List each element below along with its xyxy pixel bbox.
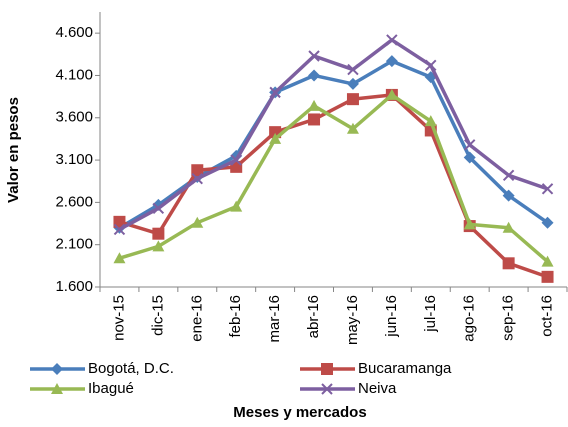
- marker: [385, 55, 398, 68]
- marker: [191, 216, 204, 228]
- marker: [346, 93, 359, 106]
- x-tick-label: may-16: [344, 295, 361, 345]
- y-tick-label: 2.100: [55, 236, 93, 253]
- marker: [230, 154, 242, 166]
- marker: [463, 151, 476, 164]
- marker: [425, 59, 437, 72]
- marker: [308, 99, 321, 111]
- marker: [502, 169, 515, 182]
- marker: [385, 88, 398, 100]
- x-tick-label: oct-16: [539, 295, 556, 337]
- marker: [269, 126, 282, 139]
- y-tick-label: 3.600: [55, 109, 93, 126]
- marker: [321, 363, 333, 375]
- marker: [464, 139, 476, 151]
- marker: [308, 50, 320, 62]
- marker: [113, 252, 126, 264]
- marker: [502, 189, 515, 202]
- x-tick-label: nov-15: [110, 295, 127, 341]
- marker: [541, 270, 554, 283]
- series-line: [118, 93, 549, 263]
- y-tick-label: 4.100: [55, 66, 93, 83]
- legend-label: Ibagué: [88, 380, 134, 397]
- marker: [541, 183, 554, 195]
- marker: [113, 215, 126, 228]
- marker: [308, 113, 321, 126]
- marker: [463, 218, 476, 230]
- y-tick-label: 2.600: [55, 193, 93, 210]
- marker: [386, 34, 398, 46]
- marker: [502, 221, 515, 233]
- y-tick-label: 1.600: [55, 278, 93, 295]
- x-axis-title: Meses y mercados: [233, 404, 366, 421]
- x-tick-label: jul-16: [422, 295, 439, 333]
- marker: [152, 227, 165, 240]
- x-tick-label: ago-16: [461, 295, 478, 342]
- marker: [152, 202, 165, 215]
- marker: [321, 383, 333, 395]
- marker: [424, 115, 437, 127]
- x-tick-label: sep-16: [500, 295, 517, 341]
- y-tick-label: 3.100: [55, 151, 93, 168]
- marker: [51, 383, 63, 394]
- marker: [113, 223, 126, 236]
- marker: [230, 200, 243, 212]
- series-line: [118, 38, 549, 231]
- legend-label: Bucaramanga: [358, 360, 452, 377]
- marker: [502, 257, 515, 270]
- x-tick-label: ene-16: [188, 295, 205, 342]
- marker: [346, 77, 359, 90]
- legend-label: Bogotá, D.C.: [88, 360, 174, 377]
- marker: [269, 86, 281, 99]
- marker: [191, 172, 203, 185]
- x-tick-label: mar-16: [266, 295, 283, 343]
- marker: [152, 240, 165, 252]
- marker: [308, 69, 321, 82]
- legend-label: Neiva: [358, 380, 397, 397]
- x-tick-label: jun-16: [383, 295, 400, 338]
- y-axis-title: Valor en pesos: [5, 97, 22, 203]
- marker: [191, 164, 204, 177]
- x-tick-label: dic-15: [149, 295, 166, 336]
- marker: [346, 122, 359, 134]
- marker: [541, 216, 554, 229]
- marker: [347, 63, 359, 76]
- x-tick-label: abr-16: [305, 295, 322, 338]
- marker: [51, 363, 63, 375]
- series-line: [118, 59, 549, 230]
- marker: [269, 132, 282, 144]
- y-tick-label: 4.600: [55, 24, 93, 41]
- x-tick-label: feb-16: [227, 295, 244, 338]
- marker: [541, 255, 554, 267]
- series-line: [118, 93, 549, 279]
